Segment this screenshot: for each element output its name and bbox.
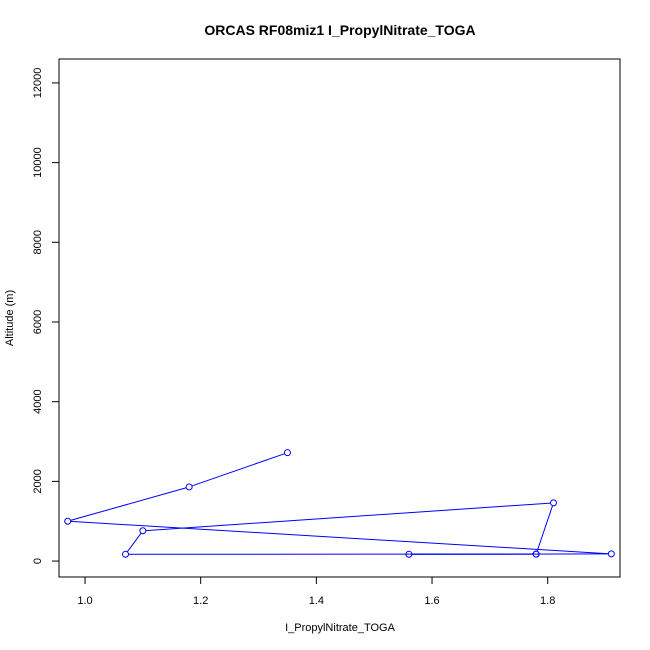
x-tick-label: 1.8 [540, 595, 555, 607]
series-segment [536, 505, 554, 552]
data-point [532, 550, 540, 558]
x-tick-label: 1.0 [77, 595, 92, 607]
data-point [139, 527, 147, 535]
data-point [64, 517, 72, 525]
x-tick-label: 1.4 [309, 595, 324, 607]
data-point [122, 550, 130, 558]
y-tick-label: 10000 [32, 147, 44, 178]
data-point [549, 499, 557, 507]
y-tick-label: 2000 [32, 469, 44, 493]
x-axis-label: I_PropylNitrate_TOGA [285, 622, 396, 634]
y-tick-label: 8000 [32, 230, 44, 254]
y-axis: 0 2000 4000 6000 8000 10000 12000 [32, 68, 60, 564]
plot-frame [58, 58, 621, 578]
y-tick-label: 0 [32, 558, 44, 564]
x-tick-label: 1.6 [424, 595, 439, 607]
data-point [405, 550, 413, 558]
series-segment [191, 453, 285, 487]
chart-title: ORCAS RF08miz1 I_PropylNitrate_TOGA [204, 22, 475, 38]
y-axis-label: Altitude (m) [4, 290, 16, 346]
series-segment [126, 532, 142, 553]
y-tick-label: 12000 [32, 68, 44, 99]
data-point [283, 449, 291, 457]
series-segment [70, 487, 187, 521]
y-tick-label: 4000 [32, 389, 44, 413]
data-point [607, 550, 615, 558]
series-layer [64, 449, 615, 558]
y-tick-label: 6000 [32, 310, 44, 334]
data-point [185, 483, 193, 491]
x-tick-label: 1.2 [193, 595, 208, 607]
x-axis: 1.0 1.2 1.4 1.6 1.8 [77, 576, 555, 607]
series-segment [70, 520, 609, 555]
series-segment [145, 502, 551, 532]
